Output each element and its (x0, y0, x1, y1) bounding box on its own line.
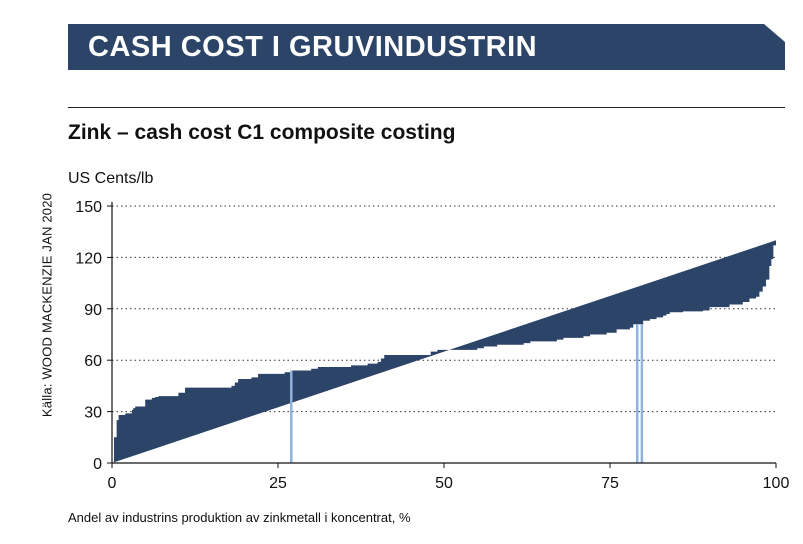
x-tick-label-25: 25 (269, 475, 287, 492)
y-tick-label-60: 60 (84, 353, 102, 370)
y-tick-label-150: 150 (75, 199, 102, 216)
banner-background (68, 24, 785, 70)
marker-label-1-line-0: Boliden- (571, 421, 630, 438)
y-tick-label-90: 90 (84, 302, 102, 319)
x-tick-label-75: 75 (601, 475, 619, 492)
banner-title: CASH COST I GRUVINDUSTRIN (88, 31, 538, 63)
title-banner: CASH COST I GRUVINDUSTRIN (68, 24, 785, 70)
marker-label-1-line-1: området (571, 439, 630, 457)
y-tick-label-0: 0 (93, 456, 102, 473)
marker-label-2-line-0: Tara (650, 440, 681, 457)
y-tick-label-30: 30 (84, 405, 102, 422)
x-tick-label-0: 0 (108, 475, 117, 492)
x-tick-label-50: 50 (435, 475, 453, 492)
x-axis-label: Andel av industrins produktion av zinkme… (68, 510, 411, 525)
y-tick-label-120: 120 (75, 250, 102, 267)
divider (68, 107, 785, 108)
chart-title: Zink – cash cost C1 composite costing (68, 121, 456, 144)
x-tick-label-100: 100 (763, 475, 790, 492)
marker-label-0-line-0: Garpenberg (299, 440, 384, 457)
y-axis-label: US Cents/lb (68, 170, 154, 187)
cost-curve-area (112, 240, 776, 463)
